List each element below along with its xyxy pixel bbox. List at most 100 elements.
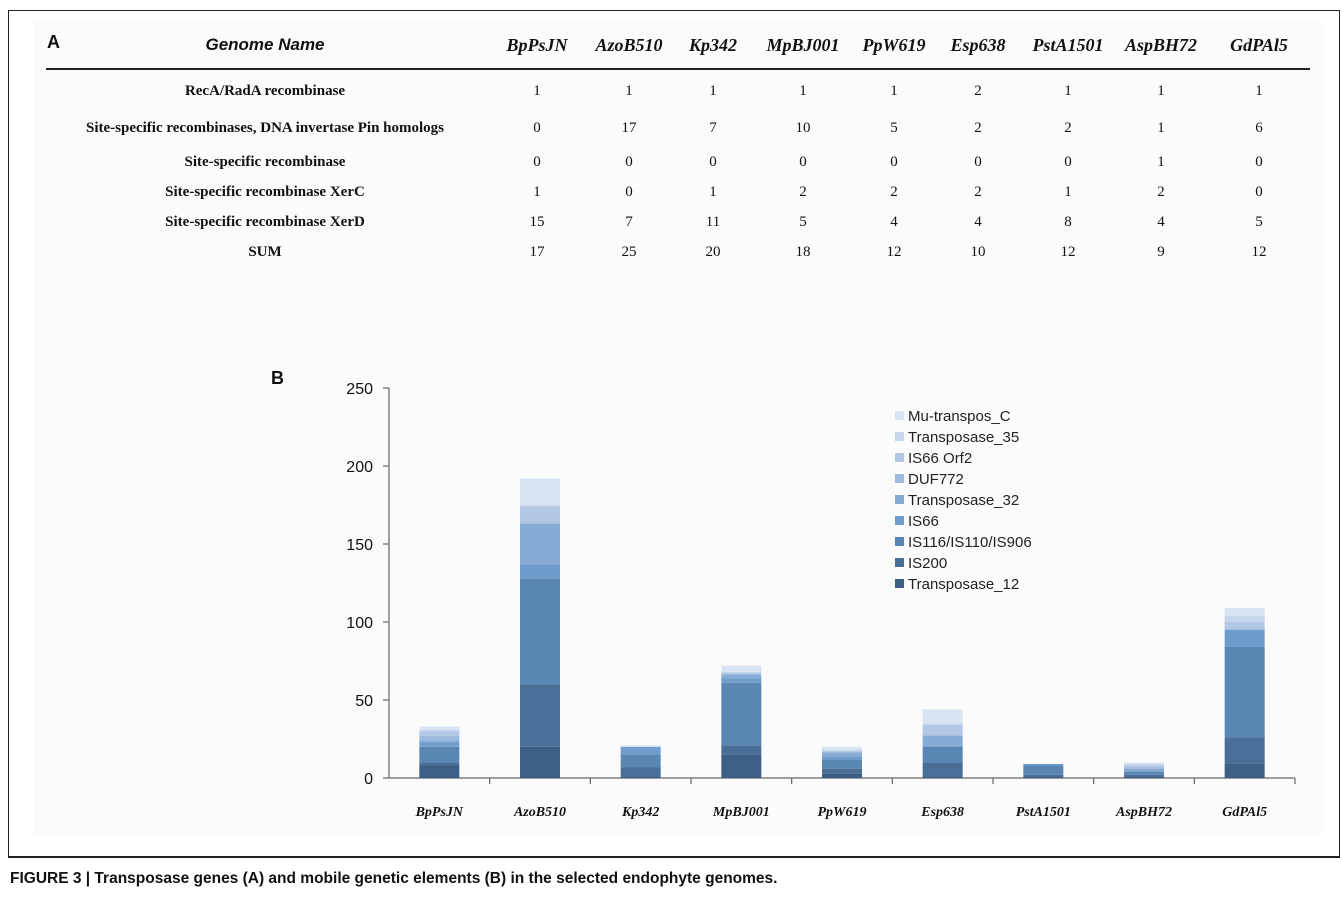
bar-PpW619-Mu-transpos_C xyxy=(822,746,862,750)
bar-AspBH72-Transposase_12 xyxy=(1124,776,1164,778)
genome-header-3: MpBJ001 xyxy=(766,35,840,55)
table-cell-5-2: 20 xyxy=(705,244,721,260)
legend-swatch-7 xyxy=(895,558,904,567)
bar-AspBH72-Transposase_35 xyxy=(1124,763,1164,766)
legend-swatch-4 xyxy=(895,495,904,504)
table-cell-1-6: 2 xyxy=(1064,120,1072,136)
table-cell-1-1: 17 xyxy=(621,120,637,136)
x-tick-label-3: MpBJ001 xyxy=(712,805,770,820)
table-cell-4-2: 11 xyxy=(705,214,721,230)
x-tick-label-5: Esp638 xyxy=(920,805,964,820)
bar-Kp342-IS116/IS110/IS906 xyxy=(620,754,661,768)
row-label-3: Site-specific recombinase XerC xyxy=(165,184,365,200)
table-cell-2-2: 0 xyxy=(709,154,717,170)
table-cell-1-4: 5 xyxy=(890,120,898,136)
legend-label-8: Transposase_12 xyxy=(908,576,1019,593)
bar-AspBH72-IS66 xyxy=(1124,770,1164,772)
bar-AzoB510-DUF772 xyxy=(520,522,560,524)
legend-label-0: Mu-transpos_C xyxy=(908,408,1011,425)
bar-Kp342-Transposase_12 xyxy=(620,776,661,778)
x-tick-label-4: PpW619 xyxy=(818,805,867,820)
bar-AzoB510-Transposase_12 xyxy=(520,746,560,778)
table-cell-3-0: 1 xyxy=(533,184,541,200)
table-cell-5-0: 17 xyxy=(529,244,545,260)
table-cell-5-3: 18 xyxy=(795,244,811,260)
bar-Esp638-IS200 xyxy=(922,762,963,777)
bar-AspBH72-IS66 Orf2 xyxy=(1124,765,1164,768)
bar-Esp638-IS66 Orf2 xyxy=(922,724,963,735)
figure-panel-area xyxy=(34,22,1324,834)
genome-header-6: PstA1501 xyxy=(1032,35,1104,55)
table-cell-2-6: 0 xyxy=(1064,154,1072,170)
bar-Kp342-IS66 xyxy=(620,746,661,755)
row-label-1: Site-specific recombinases, DNA invertas… xyxy=(85,120,445,136)
table-cell-2-5: 0 xyxy=(974,154,982,170)
bar-PpW619-IS66 xyxy=(822,756,862,760)
bar-PpW619-Transposase_35 xyxy=(822,749,862,752)
legend-swatch-5 xyxy=(895,516,904,525)
bar-GdPAl5-DUF772 xyxy=(1224,628,1265,630)
bar-AspBH72-IS200 xyxy=(1124,774,1164,777)
figure-caption: FIGURE 3 | Transposase genes (A) and mob… xyxy=(10,870,778,887)
bar-Esp638-Mu-transpos_C xyxy=(922,709,963,724)
table-cell-4-0: 15 xyxy=(529,214,545,230)
table-cell-4-5: 4 xyxy=(974,214,982,230)
bar-BpPsJN-IS66 Orf2 xyxy=(419,731,460,736)
genome-header-1: AzoB510 xyxy=(595,35,663,55)
table-cell-0-0: 1 xyxy=(533,83,541,99)
legend-label-5: IS66 xyxy=(908,513,939,530)
panel-a-letter: A xyxy=(47,32,60,52)
table-cell-2-4: 0 xyxy=(890,154,898,170)
x-tick-label-6: PstA1501 xyxy=(1016,805,1071,820)
table-cell-2-7: 1 xyxy=(1157,154,1165,170)
table-cell-0-7: 1 xyxy=(1157,83,1165,99)
legend-swatch-3 xyxy=(895,474,904,483)
row-label-4: Site-specific recombinase XerD xyxy=(165,214,365,230)
row-label-2: Site-specific recombinase xyxy=(184,154,346,170)
bar-MpBJ001-IS66 xyxy=(721,678,762,683)
table-cell-0-8: 1 xyxy=(1255,83,1263,99)
table-cell-0-3: 1 xyxy=(799,83,807,99)
y-tick-label-0: 0 xyxy=(364,771,373,788)
bar-AspBH72-Transposase_32 xyxy=(1124,768,1164,771)
table-cell-4-4: 4 xyxy=(890,214,898,230)
bar-MpBJ001-Mu-transpos_C xyxy=(721,665,762,672)
table-cell-1-0: 0 xyxy=(533,120,541,136)
legend-swatch-6 xyxy=(895,537,904,546)
bar-AspBH72-DUF772 xyxy=(1124,767,1164,769)
table-cell-4-7: 4 xyxy=(1157,214,1165,230)
table-cell-0-5: 2 xyxy=(974,83,982,99)
bar-BpPsJN-Transposase_32 xyxy=(419,740,460,743)
table-cell-1-7: 1 xyxy=(1157,120,1165,136)
legend-swatch-8 xyxy=(895,579,904,588)
bar-AzoB510-Transposase_32 xyxy=(520,523,560,565)
bar-BpPsJN-IS116/IS110/IS906 xyxy=(419,746,460,763)
legend-swatch-2 xyxy=(895,453,904,462)
table-cell-0-4: 1 xyxy=(890,83,898,99)
bar-GdPAl5-IS200 xyxy=(1224,737,1265,764)
legend-label-2: IS66 Orf2 xyxy=(908,450,972,467)
y-tick-label-3: 150 xyxy=(346,537,373,554)
bar-PpW619-Transposase_32 xyxy=(822,753,862,757)
bar-MpBJ001-Transposase_35 xyxy=(721,671,762,674)
x-tick-label-7: AspBH72 xyxy=(1115,805,1172,820)
bar-AzoB510-Transposase_35 xyxy=(520,505,560,507)
table-cell-3-1: 0 xyxy=(625,184,633,200)
bar-AzoB510-Mu-transpos_C xyxy=(520,478,560,505)
bar-AzoB510-IS200 xyxy=(520,684,560,747)
table-cell-4-8: 5 xyxy=(1255,214,1263,230)
table-cell-0-2: 1 xyxy=(709,83,717,99)
y-tick-label-1: 50 xyxy=(355,693,373,710)
bar-Esp638-Transposase_35 xyxy=(922,723,963,725)
bar-BpPsJN-IS66 xyxy=(419,742,460,747)
bar-GdPAl5-IS116/IS110/IS906 xyxy=(1224,646,1265,738)
bar-BpPsJN-Mu-transpos_C xyxy=(419,726,460,730)
bar-AspBH72-Mu-transpos_C xyxy=(1124,762,1164,764)
table-cell-2-1: 0 xyxy=(625,154,633,170)
table-cell-1-5: 2 xyxy=(974,120,982,136)
bar-MpBJ001-IS200 xyxy=(721,745,762,755)
y-tick-label-2: 100 xyxy=(346,615,373,632)
table-cell-4-1: 7 xyxy=(625,214,633,230)
legend-label-4: Transposase_32 xyxy=(908,492,1019,509)
